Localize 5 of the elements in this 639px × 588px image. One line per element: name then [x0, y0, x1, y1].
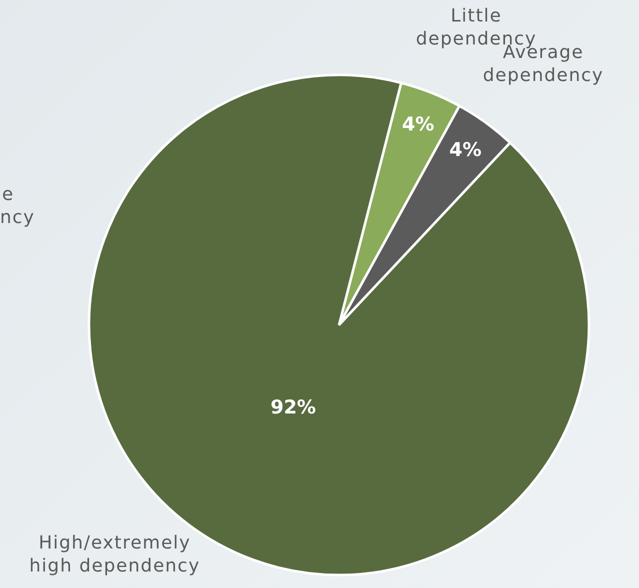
data-label: 92% [270, 396, 316, 418]
data-label: 4% [449, 139, 482, 162]
text: e ncy [0, 184, 35, 228]
slice-label: High/extremely high dependency [29, 532, 200, 577]
data-label: 4% [402, 113, 434, 136]
